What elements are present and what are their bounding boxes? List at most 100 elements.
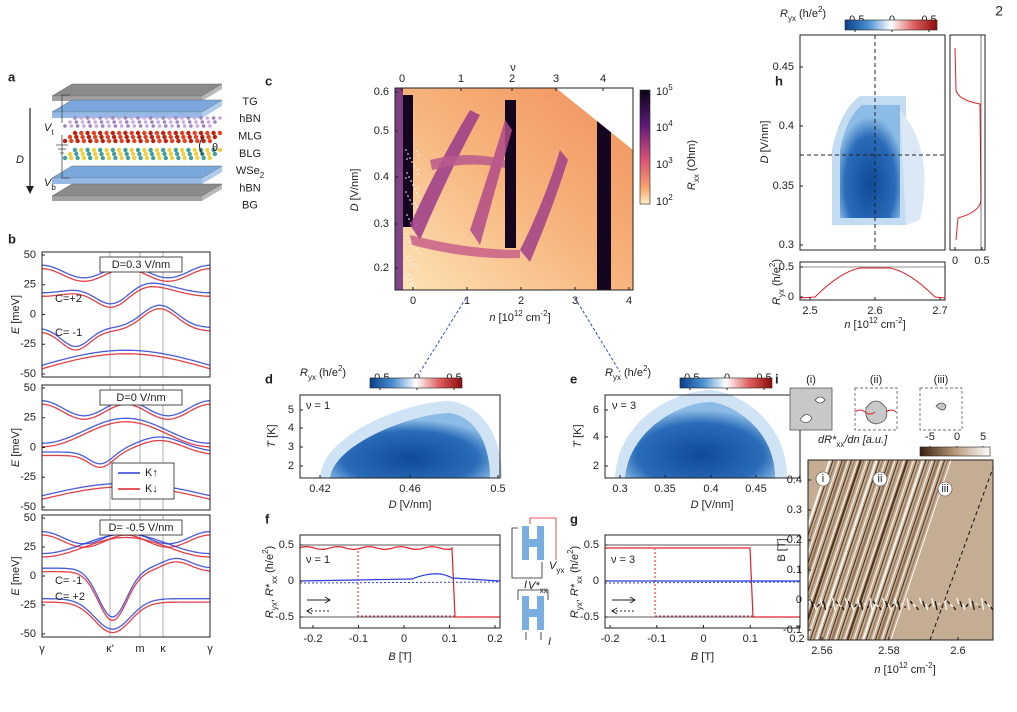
region-label: iii bbox=[941, 483, 948, 495]
axis-label: D [V/nm] bbox=[691, 499, 734, 511]
fringe bbox=[808, 460, 850, 584]
layer-label: BG bbox=[242, 200, 258, 212]
y-tick-label: -25 bbox=[20, 471, 36, 483]
label-part: 2 bbox=[566, 549, 575, 554]
panel-label: c bbox=[265, 73, 272, 88]
y-tick-label: -25 bbox=[20, 599, 36, 611]
atom bbox=[161, 130, 166, 136]
speckle bbox=[406, 214, 408, 216]
x-tick-label: 0 bbox=[399, 73, 405, 85]
speckle bbox=[415, 169, 417, 171]
x-tick-label: 0 bbox=[954, 431, 960, 443]
colorbar-title: Ryx (h/e2) bbox=[300, 364, 346, 382]
filling-label: ν = 1 bbox=[306, 400, 330, 412]
atom bbox=[124, 151, 129, 157]
atom bbox=[107, 124, 111, 128]
atom bbox=[206, 120, 211, 124]
atom bbox=[179, 130, 185, 136]
atom bbox=[62, 155, 68, 161]
fringe bbox=[819, 460, 881, 640]
label-part: yx bbox=[613, 373, 621, 382]
chern-label: C=+2 bbox=[55, 293, 82, 305]
atom bbox=[100, 155, 106, 161]
atom bbox=[179, 147, 185, 153]
panel-label: g bbox=[570, 511, 578, 526]
atom bbox=[93, 120, 97, 124]
label-part: 10 bbox=[656, 86, 668, 98]
label-part: T bbox=[572, 440, 584, 448]
atom bbox=[104, 147, 109, 153]
atom bbox=[181, 151, 186, 157]
current-label: I bbox=[524, 579, 527, 591]
label-part: B bbox=[388, 651, 395, 663]
fringe bbox=[837, 460, 899, 640]
atom bbox=[67, 151, 73, 157]
atom bbox=[74, 120, 79, 124]
voltage-label: Vb bbox=[44, 177, 56, 192]
colorbar-tick-label: 105 bbox=[656, 83, 673, 98]
atom bbox=[151, 155, 156, 161]
x-axis-label: n [1012 cm-2] bbox=[874, 661, 935, 676]
atom bbox=[111, 151, 117, 157]
plot-frame bbox=[799, 34, 946, 251]
atom bbox=[148, 130, 153, 136]
speckle bbox=[410, 180, 412, 182]
atom bbox=[118, 151, 123, 157]
atom bbox=[104, 116, 109, 120]
fringe bbox=[808, 460, 859, 612]
atom bbox=[75, 155, 80, 161]
noise bbox=[813, 603, 817, 611]
label-part: xx bbox=[692, 174, 701, 182]
atom bbox=[142, 116, 147, 120]
label-part: D bbox=[759, 155, 771, 163]
speckle bbox=[412, 282, 414, 284]
schematic-label: (iii) bbox=[934, 374, 949, 386]
label-part: xx bbox=[270, 576, 279, 584]
label-part: [T] bbox=[698, 651, 714, 663]
atom bbox=[167, 130, 172, 136]
y-tick-label: 0.35 bbox=[773, 180, 794, 192]
speckle bbox=[414, 286, 416, 288]
atom bbox=[80, 120, 85, 124]
filling-label: ν = 1 bbox=[306, 554, 330, 566]
y-tick-label: 25 bbox=[24, 412, 36, 424]
atom bbox=[212, 151, 218, 157]
x-tick-label: 2.6 bbox=[950, 645, 965, 657]
condition-label: D=0 V/nm bbox=[116, 392, 165, 404]
x-tick-label: 0.1 bbox=[743, 633, 758, 645]
speckle bbox=[405, 149, 407, 151]
band-curve bbox=[41, 308, 211, 351]
rxx-sweep-down bbox=[299, 581, 501, 584]
atom bbox=[85, 147, 90, 153]
atom bbox=[201, 138, 206, 144]
fringe bbox=[861, 460, 925, 640]
layer-edge bbox=[52, 178, 202, 184]
noise bbox=[934, 600, 938, 611]
label-part: 2 bbox=[818, 5, 823, 14]
axis-label: D [V/nm] bbox=[759, 121, 771, 164]
noise bbox=[947, 600, 950, 605]
label-part: 2 bbox=[643, 364, 648, 373]
colorbar-tick-label: 102 bbox=[656, 193, 673, 208]
edge-tunneling bbox=[854, 409, 897, 415]
label-part: [10 bbox=[850, 319, 868, 331]
sweep-arrow-head bbox=[611, 607, 618, 615]
label-part: [K] bbox=[572, 424, 584, 441]
atom bbox=[132, 124, 137, 128]
atom bbox=[136, 116, 140, 120]
speckle bbox=[407, 279, 409, 281]
y-tick-label: 0.2 bbox=[787, 534, 802, 546]
band-curve bbox=[42, 598, 210, 630]
atom bbox=[181, 134, 186, 140]
fringe bbox=[808, 460, 834, 538]
label-part: (h/e bbox=[264, 554, 276, 576]
atom bbox=[182, 124, 187, 128]
noise bbox=[981, 597, 985, 611]
fringe bbox=[868, 460, 930, 640]
atom bbox=[135, 130, 141, 136]
noise bbox=[968, 597, 972, 608]
region-label: i bbox=[822, 473, 824, 485]
atom bbox=[91, 130, 97, 136]
label-part: R* bbox=[264, 583, 276, 596]
atom bbox=[198, 130, 204, 136]
